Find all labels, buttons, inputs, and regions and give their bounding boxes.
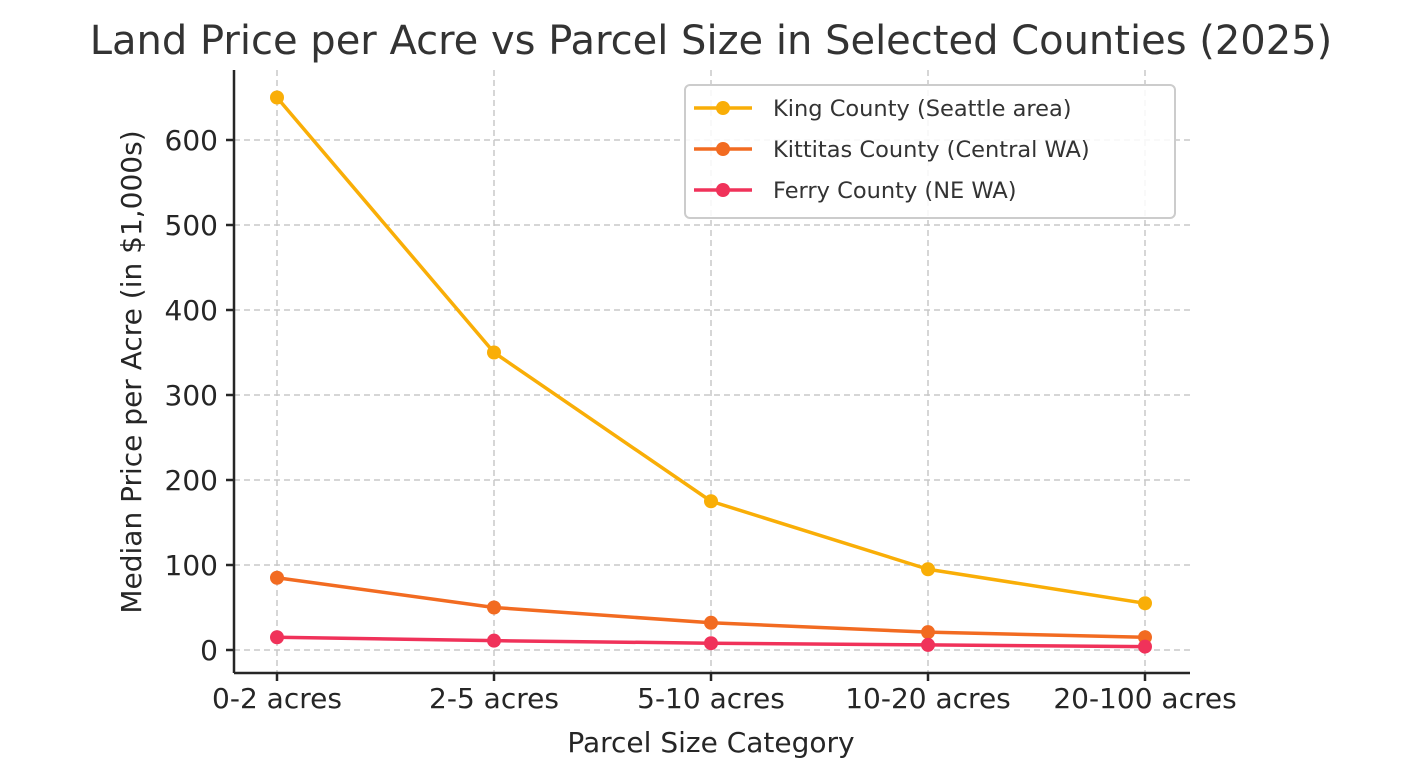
legend-item: King County (Seattle area) bbox=[694, 96, 1072, 122]
data-point bbox=[921, 637, 935, 652]
legend: King County (Seattle area) Kittitas Count… bbox=[684, 84, 1176, 219]
data-series bbox=[270, 90, 1152, 654]
x-tick-label: 5-10 acres bbox=[637, 682, 785, 715]
legend-label: Ferry County (NE WA) bbox=[773, 178, 1017, 204]
legend-label: King County (Seattle area) bbox=[773, 96, 1072, 122]
data-point bbox=[270, 90, 284, 105]
legend-item: Ferry County (NE WA) bbox=[694, 178, 1017, 204]
chart-title: Land Price per Acre vs Parcel Size in Se… bbox=[90, 18, 1333, 64]
data-point bbox=[921, 625, 935, 640]
y-tick-label: 300 bbox=[165, 379, 218, 412]
y-axis-ticks: 0 100 200 300 400 500 600 bbox=[165, 124, 234, 667]
y-tick-label: 0 bbox=[200, 634, 218, 667]
data-point bbox=[1138, 596, 1152, 611]
data-point bbox=[704, 636, 718, 651]
y-tick-label: 200 bbox=[165, 464, 218, 497]
x-tick-label: 20-100 acres bbox=[1053, 682, 1236, 715]
legend-item: Kittitas County (Central WA) bbox=[694, 137, 1090, 163]
legend-label: Kittitas County (Central WA) bbox=[773, 137, 1090, 163]
series-line bbox=[270, 570, 1152, 645]
data-point bbox=[487, 633, 501, 648]
data-point bbox=[270, 570, 284, 585]
data-point bbox=[1138, 639, 1152, 654]
series-line bbox=[270, 90, 1152, 611]
data-point bbox=[270, 630, 284, 645]
data-point bbox=[704, 615, 718, 630]
data-point bbox=[704, 494, 718, 509]
y-tick-label: 400 bbox=[165, 294, 218, 327]
x-tick-label: 0-2 acres bbox=[212, 682, 342, 715]
y-tick-label: 600 bbox=[165, 124, 218, 157]
series-line bbox=[270, 630, 1152, 654]
x-axis-label: Parcel Size Category bbox=[567, 726, 854, 759]
y-axis-label: Median Price per Acre (in $1,000s) bbox=[115, 130, 148, 613]
y-tick-label: 500 bbox=[165, 209, 218, 242]
x-tick-label: 2-5 acres bbox=[429, 682, 559, 715]
data-point bbox=[487, 600, 501, 615]
x-tick-label: 10-20 acres bbox=[845, 682, 1011, 715]
y-tick-label: 100 bbox=[165, 549, 218, 582]
data-point bbox=[921, 562, 935, 577]
x-axis-ticks: 0-2 acres 2-5 acres 5-10 acres 10-20 acres 2… bbox=[212, 673, 1237, 715]
data-point bbox=[487, 345, 501, 360]
